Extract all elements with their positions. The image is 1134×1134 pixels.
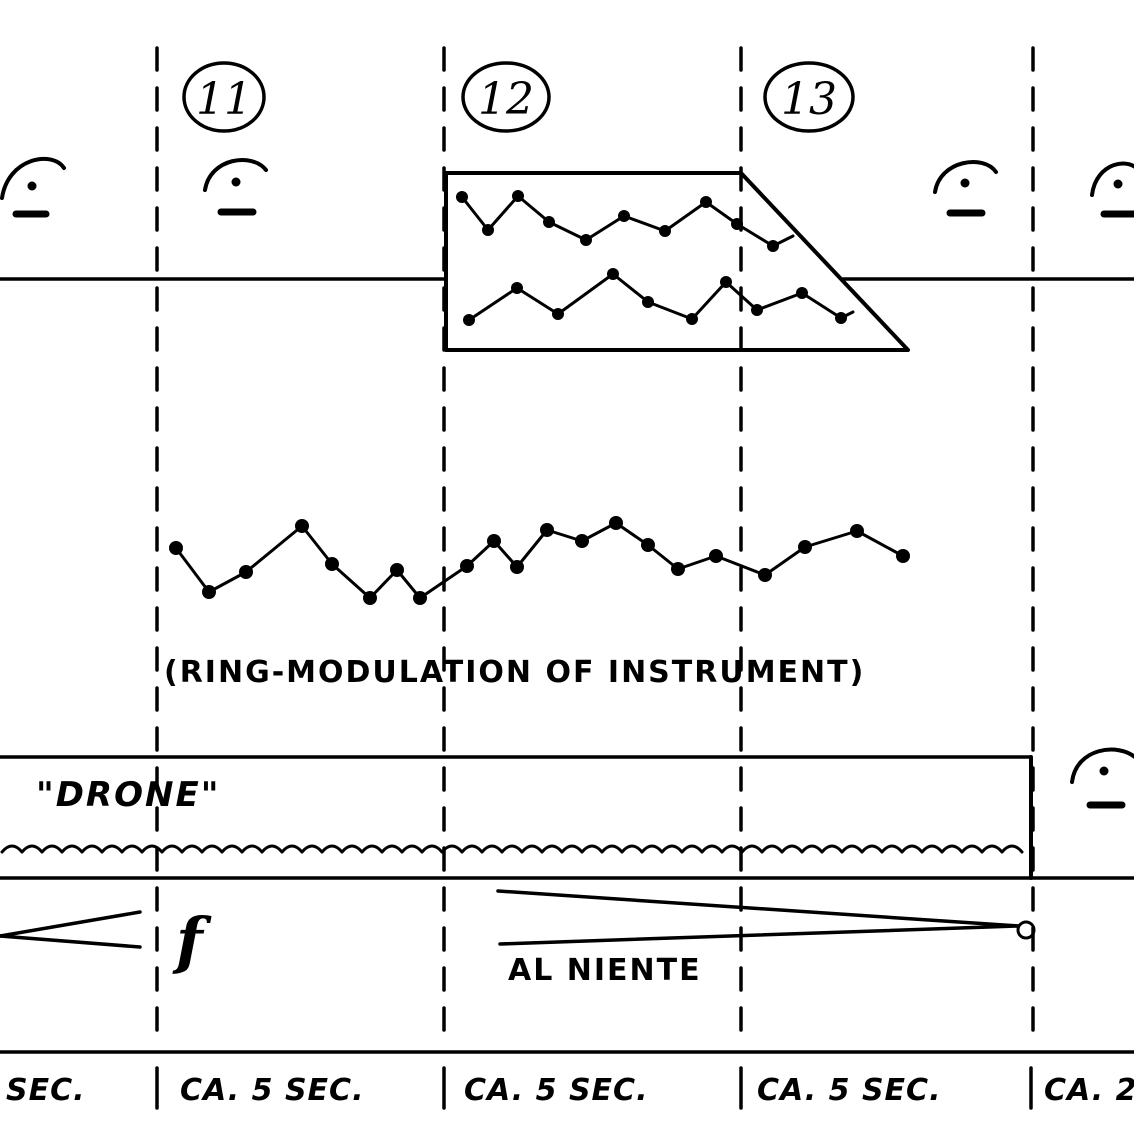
duration-label: CA. 5 SEC.: [180, 1073, 364, 1108]
drone-box: "DRONE": [0, 755, 1134, 880]
rehearsal-mark-label: 13: [781, 74, 837, 125]
fermata-icon: [933, 160, 998, 217]
rehearsal-mark-13: 13: [763, 61, 855, 133]
fermata-icon: [0, 156, 66, 218]
zigzag-points-upper: [456, 190, 779, 252]
ring-modulation-line: [169, 516, 910, 605]
fermata-icon: [1090, 161, 1134, 218]
durations: SEC. CA. 5 SEC. CA. 5 SEC. CA. 5 SEC. CA…: [6, 1073, 1134, 1108]
duration-label: CA. 5 SEC.: [757, 1073, 941, 1108]
drone-label: "DRONE": [36, 775, 220, 815]
rehearsal-mark-11: 11: [182, 61, 266, 133]
duration-label: SEC.: [6, 1073, 86, 1108]
fermatas: [0, 156, 1134, 809]
decrescendo-hairpin: [496, 889, 1036, 946]
zigzag-points-lower: [463, 268, 847, 326]
crescendo-hairpin: [0, 910, 142, 949]
al-niente-label: AL NIENTE: [508, 953, 702, 988]
zigzag-line-upper: [460, 194, 795, 248]
zigzag-line-lower: [467, 272, 855, 322]
duration-label: CA. 2: [1044, 1073, 1134, 1108]
ring-modulation-annotation: (RING-MODULATION OF INSTRUMENT): [164, 655, 865, 690]
rehearsal-mark-12: 12: [461, 61, 551, 133]
fermata-icon: [203, 158, 268, 216]
dynamic-forte: f: [172, 904, 212, 977]
rehearsal-mark-label: 12: [478, 74, 534, 125]
tremolo-wave: [0, 844, 1024, 854]
timeline-ticks: [155, 1066, 1033, 1110]
rehearsal-mark-label: 11: [196, 74, 252, 125]
fermata-icon: [1070, 747, 1134, 809]
duration-label: CA. 5 SEC.: [464, 1073, 648, 1108]
section-dividers: [155, 46, 1035, 1042]
electronics-box: [444, 171, 910, 352]
